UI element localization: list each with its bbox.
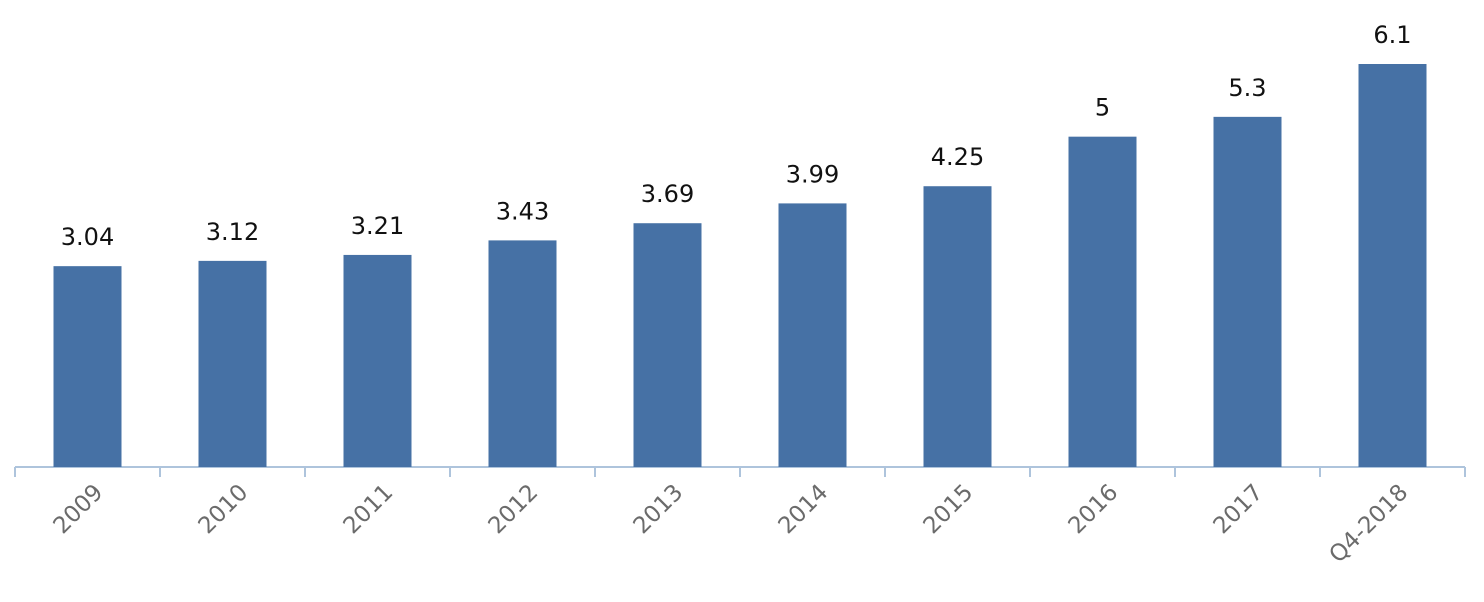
value-label: 3.21 xyxy=(351,212,404,240)
x-tick-label: 2015 xyxy=(919,479,979,539)
bar xyxy=(1068,136,1137,468)
x-tick-label: 2010 xyxy=(194,479,254,539)
value-label: 3.04 xyxy=(61,223,114,251)
bar xyxy=(778,203,847,467)
value-label: 3.99 xyxy=(786,160,839,188)
x-tick-label: 2011 xyxy=(339,479,399,539)
x-tick-label: 2013 xyxy=(629,479,689,539)
bar xyxy=(343,254,412,467)
bar xyxy=(53,266,122,467)
bar xyxy=(198,260,267,467)
value-label: 3.43 xyxy=(496,197,549,225)
value-label: 4.25 xyxy=(931,143,984,171)
x-tick-label: 2012 xyxy=(484,479,544,539)
value-label: 6.1 xyxy=(1373,21,1411,49)
x-tick-label: Q4-2018 xyxy=(1325,479,1414,568)
value-label: 3.69 xyxy=(641,180,694,208)
value-label: 5.3 xyxy=(1228,74,1266,102)
value-label: 5 xyxy=(1095,94,1110,122)
bar xyxy=(923,186,992,467)
bar xyxy=(488,240,557,467)
value-label: 3.12 xyxy=(206,218,259,246)
bar xyxy=(1358,64,1427,467)
x-tick-label: 2009 xyxy=(49,479,109,539)
x-tick-label: 2016 xyxy=(1064,479,1124,539)
x-tick-label: 2017 xyxy=(1209,479,1269,539)
x-tick-label: 2014 xyxy=(774,479,834,539)
bar xyxy=(1213,116,1282,467)
bar xyxy=(633,223,702,467)
